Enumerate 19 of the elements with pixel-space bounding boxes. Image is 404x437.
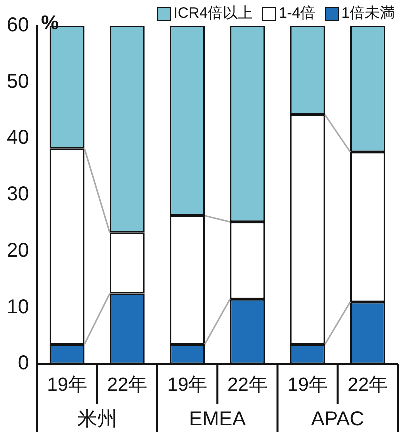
- y-tick-label: 30: [6, 184, 30, 206]
- x-tick-label: 19年: [47, 374, 88, 396]
- y-tick-label: 10: [6, 296, 30, 318]
- text: APAC: [311, 408, 364, 431]
- y-tick-label: 0: [18, 352, 30, 375]
- y-tick-label: 50: [6, 70, 30, 93]
- y-tick-label: 20: [6, 240, 30, 262]
- y-tick-label: 40: [6, 127, 30, 150]
- y-tick-label: 60: [6, 14, 30, 37]
- x-tick-label: 22年: [228, 374, 268, 396]
- text: 米州: [77, 408, 118, 431]
- legend-label: 1-4倍: [278, 4, 316, 23]
- text: EMEA: [189, 408, 247, 431]
- legend-label: 1倍未満: [342, 4, 395, 23]
- x-tick-label: 22年: [107, 374, 148, 396]
- legend-label: ICR4倍以上: [174, 4, 253, 23]
- x-tick-label: 19年: [167, 374, 208, 396]
- x-tick-label: 19年: [288, 374, 328, 396]
- x-tick-label: 22年: [348, 374, 388, 396]
